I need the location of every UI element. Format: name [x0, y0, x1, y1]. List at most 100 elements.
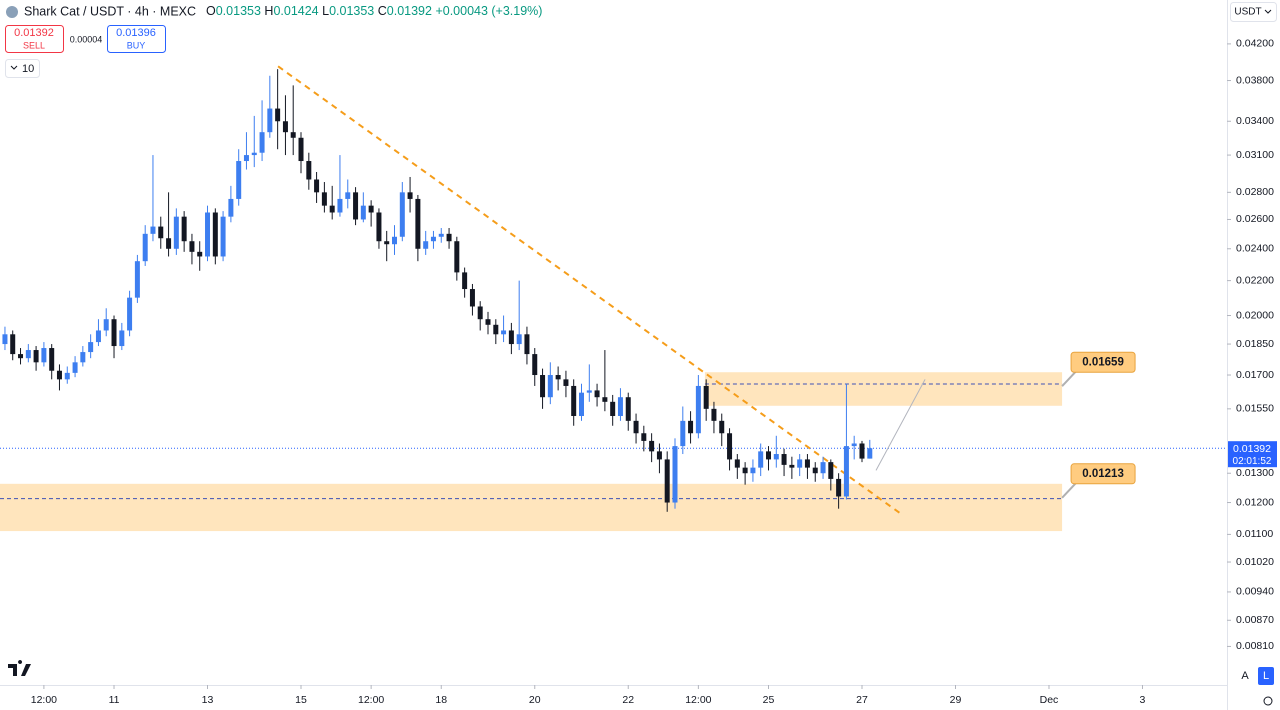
candle-body: [579, 392, 585, 416]
candle-body: [571, 385, 577, 416]
candle-body: [734, 459, 740, 468]
sell-box[interactable]: [5, 25, 64, 53]
candle-body: [275, 108, 281, 122]
candle-body: [33, 350, 39, 363]
candle-body: [477, 306, 483, 320]
candle-body: [142, 233, 148, 262]
x-tick-label: 18: [435, 694, 447, 706]
y-tick-label: 0.02800: [1236, 186, 1274, 198]
candle-body: [797, 459, 803, 468]
y-tick-label: 0.01020: [1236, 556, 1274, 568]
log-button[interactable]: L: [1263, 670, 1269, 682]
x-tick-label: Dec: [1040, 694, 1059, 706]
candle-body: [859, 443, 865, 459]
candle-body: [727, 433, 733, 460]
ohlc: O0.01353 H0.01424 L0.01353 C0.01392 +0.0…: [206, 4, 542, 18]
candle-body: [843, 446, 849, 497]
zone: [704, 372, 1063, 406]
candle-body: [765, 451, 771, 460]
buy-box[interactable]: [107, 25, 166, 53]
candle-body: [719, 420, 725, 434]
y-tick-label: 0.01550: [1236, 403, 1274, 415]
projection: [875, 379, 926, 471]
auto-button[interactable]: A: [1241, 670, 1249, 682]
candle-body: [72, 362, 78, 373]
candle-body: [337, 198, 343, 213]
x-tick-label: 12:00: [358, 694, 384, 706]
candle-body: [430, 236, 436, 242]
candle-body: [314, 179, 320, 193]
candle-body: [259, 132, 265, 153]
indicator-count[interactable]: 10: [22, 63, 34, 75]
candle-body: [516, 334, 522, 345]
level-label: 0.01659: [1082, 356, 1124, 368]
candle-body: [205, 212, 211, 257]
candle-body: [368, 205, 374, 213]
currency-box[interactable]: [1230, 2, 1277, 22]
x-tick-label: 29: [950, 694, 962, 706]
y-tick-label: 0.01850: [1236, 338, 1274, 350]
candle-body: [742, 467, 748, 474]
x-tick-label: 25: [763, 694, 775, 706]
indicator-box[interactable]: [5, 59, 40, 78]
y-tick-label: 0.01100: [1236, 528, 1273, 540]
candle-body: [220, 216, 226, 257]
buy-price[interactable]: 0.01396: [116, 27, 156, 39]
candle-body: [664, 459, 670, 503]
settings-icon[interactable]: [1263, 696, 1273, 706]
candle-body: [212, 212, 218, 257]
candle-body: [251, 152, 257, 156]
candle-body: [2, 334, 8, 345]
chevron[interactable]: [1264, 9, 1272, 14]
currency[interactable]: USDT: [1234, 7, 1261, 18]
candle-body: [493, 324, 499, 335]
x-tick-label: 27: [856, 694, 868, 706]
candle-body: [508, 330, 514, 345]
y-tick-label: 0.02200: [1236, 274, 1274, 286]
ohlc-value: 0.01392: [387, 4, 432, 18]
sell-label[interactable]: SELL: [23, 40, 45, 50]
y-tick-label: 0.00870: [1236, 614, 1274, 626]
x-tick-label: 22: [622, 694, 634, 706]
candle-body: [10, 334, 16, 355]
ohlc-value: 0.01353: [329, 4, 374, 18]
candle-body: [41, 348, 47, 363]
candle-body: [399, 192, 405, 237]
candle-body: [812, 467, 818, 474]
candle-body: [711, 408, 717, 421]
logo-shape: [8, 660, 31, 676]
indicator-toggle[interactable]: 10: [5, 59, 40, 78]
sell-button[interactable]: 0.01392 SELL: [5, 25, 64, 53]
candle-body: [703, 385, 709, 409]
buy-label[interactable]: BUY: [127, 40, 146, 50]
candle-body: [345, 192, 351, 199]
candle-body: [282, 121, 288, 133]
symbol: Shark Cat / USDT · 4h · MEXC: [24, 4, 196, 18]
candle-body: [633, 420, 639, 434]
candle-body: [298, 137, 304, 162]
candle-body: [501, 330, 507, 335]
candle-body: [555, 375, 561, 380]
candle-body: [750, 467, 756, 474]
candle-body: [656, 451, 662, 460]
y-tick-label: 0.00810: [1236, 640, 1274, 652]
chevron[interactable]: [10, 65, 18, 70]
price-tag-value: 0.01392: [1233, 443, 1271, 455]
candle-body: [236, 161, 242, 199]
candle-body: [851, 443, 857, 447]
spread: 0.00004: [70, 34, 103, 44]
y-tick-label: 0.03400: [1236, 115, 1274, 127]
candle-body: [641, 433, 647, 441]
currency-button[interactable]: USDT: [1230, 2, 1277, 22]
buy-button[interactable]: 0.01396 BUY: [107, 25, 166, 53]
sell-price[interactable]: 0.01392: [14, 27, 54, 39]
candle-body: [680, 420, 686, 447]
y-tick-label: 0.00940: [1236, 586, 1274, 598]
candle-body: [321, 192, 327, 206]
ohlc-value: 0.01353: [216, 4, 261, 18]
ohlc-key: L: [322, 4, 329, 18]
log-button-bg[interactable]: [1258, 667, 1274, 685]
candle-body: [836, 478, 842, 497]
candle-body: [695, 385, 701, 434]
